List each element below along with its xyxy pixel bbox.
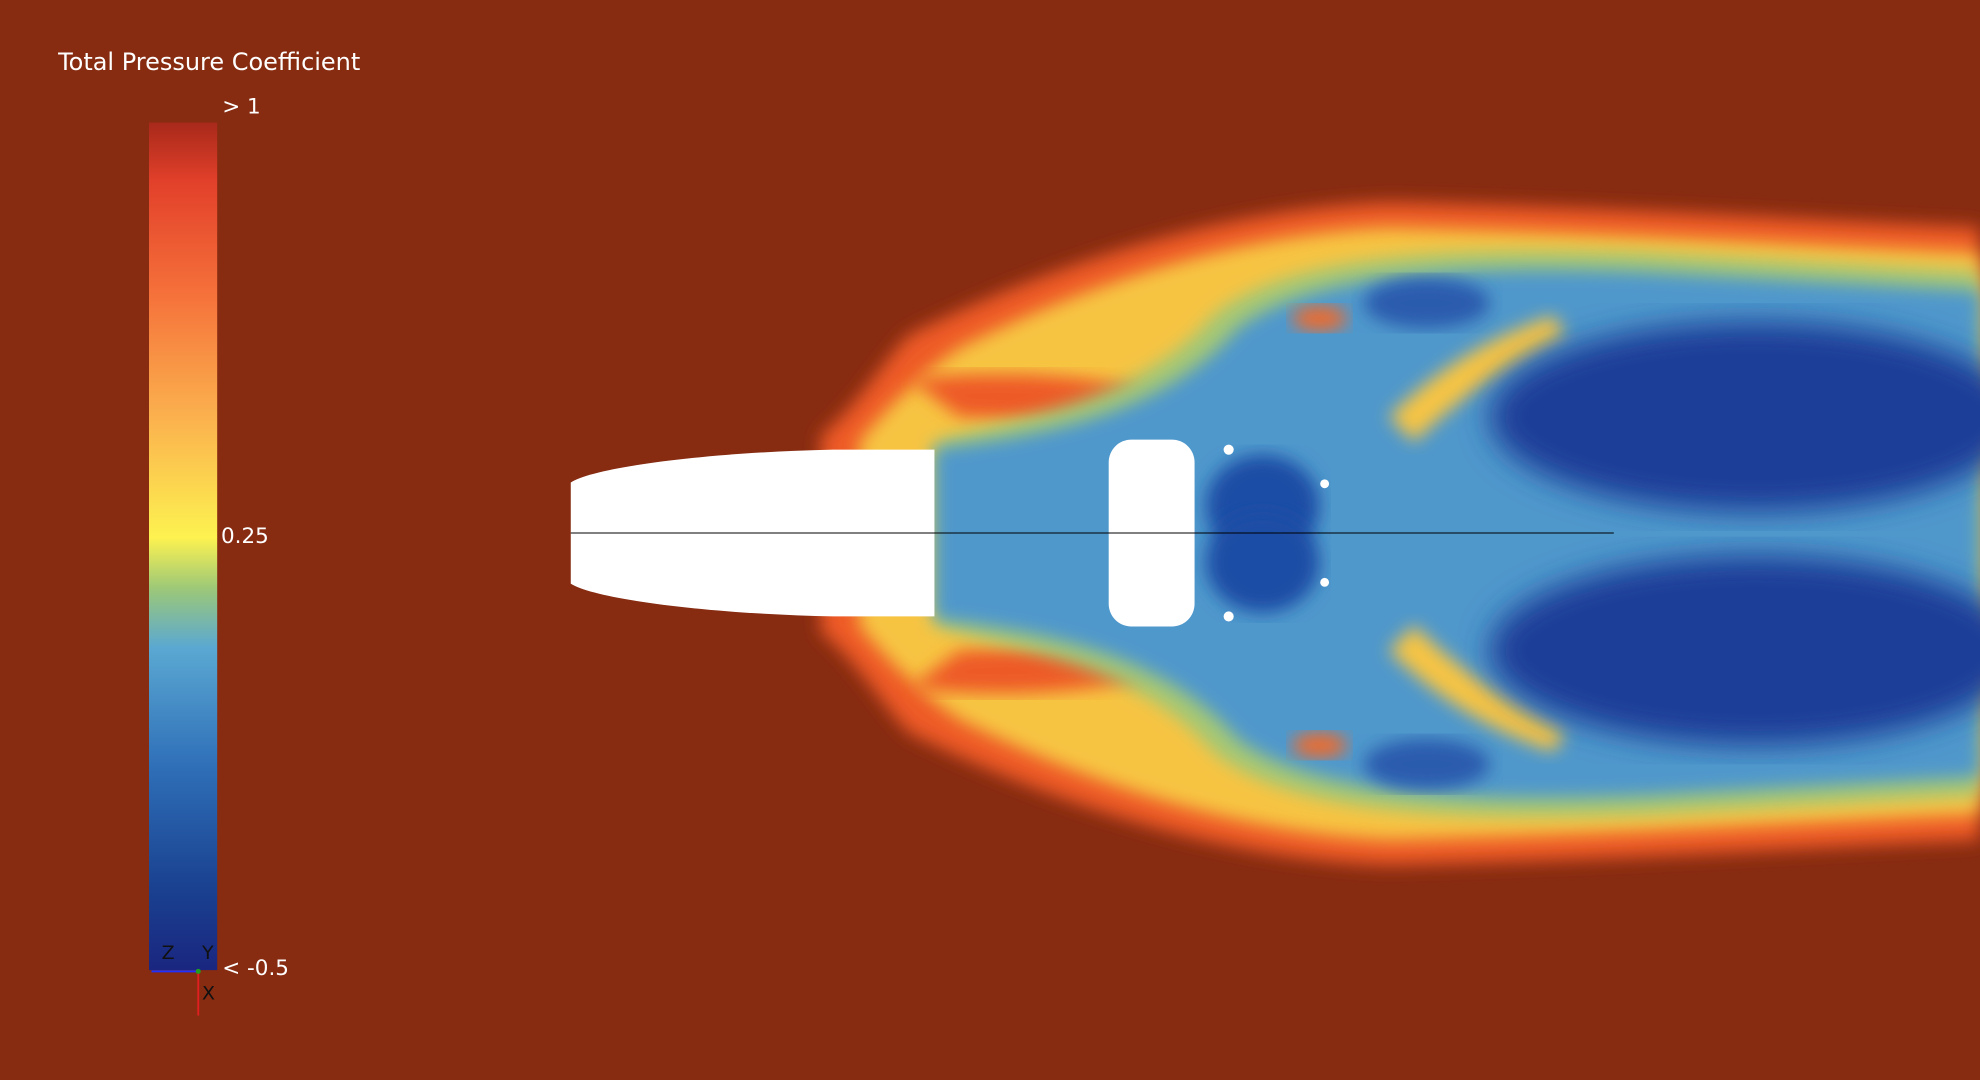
triad-x: X [202,983,215,1005]
legend-min-label: < -0.5 [222,956,289,981]
color-bar [149,122,218,971]
legend-title: Total Pressure Coefficient [57,48,360,76]
color-legend: Total Pressure Coefficient > 1 0.25 < -0… [57,48,360,981]
legend-max-label: > 1 [222,94,260,119]
triad-z: Z [162,942,175,964]
triad-y: Y [201,942,214,964]
axes-triad: Z Y X [151,942,215,1016]
vehicle [570,439,1614,627]
legend-mid-label: 0.25 [221,524,269,549]
flow-field [820,202,1980,866]
